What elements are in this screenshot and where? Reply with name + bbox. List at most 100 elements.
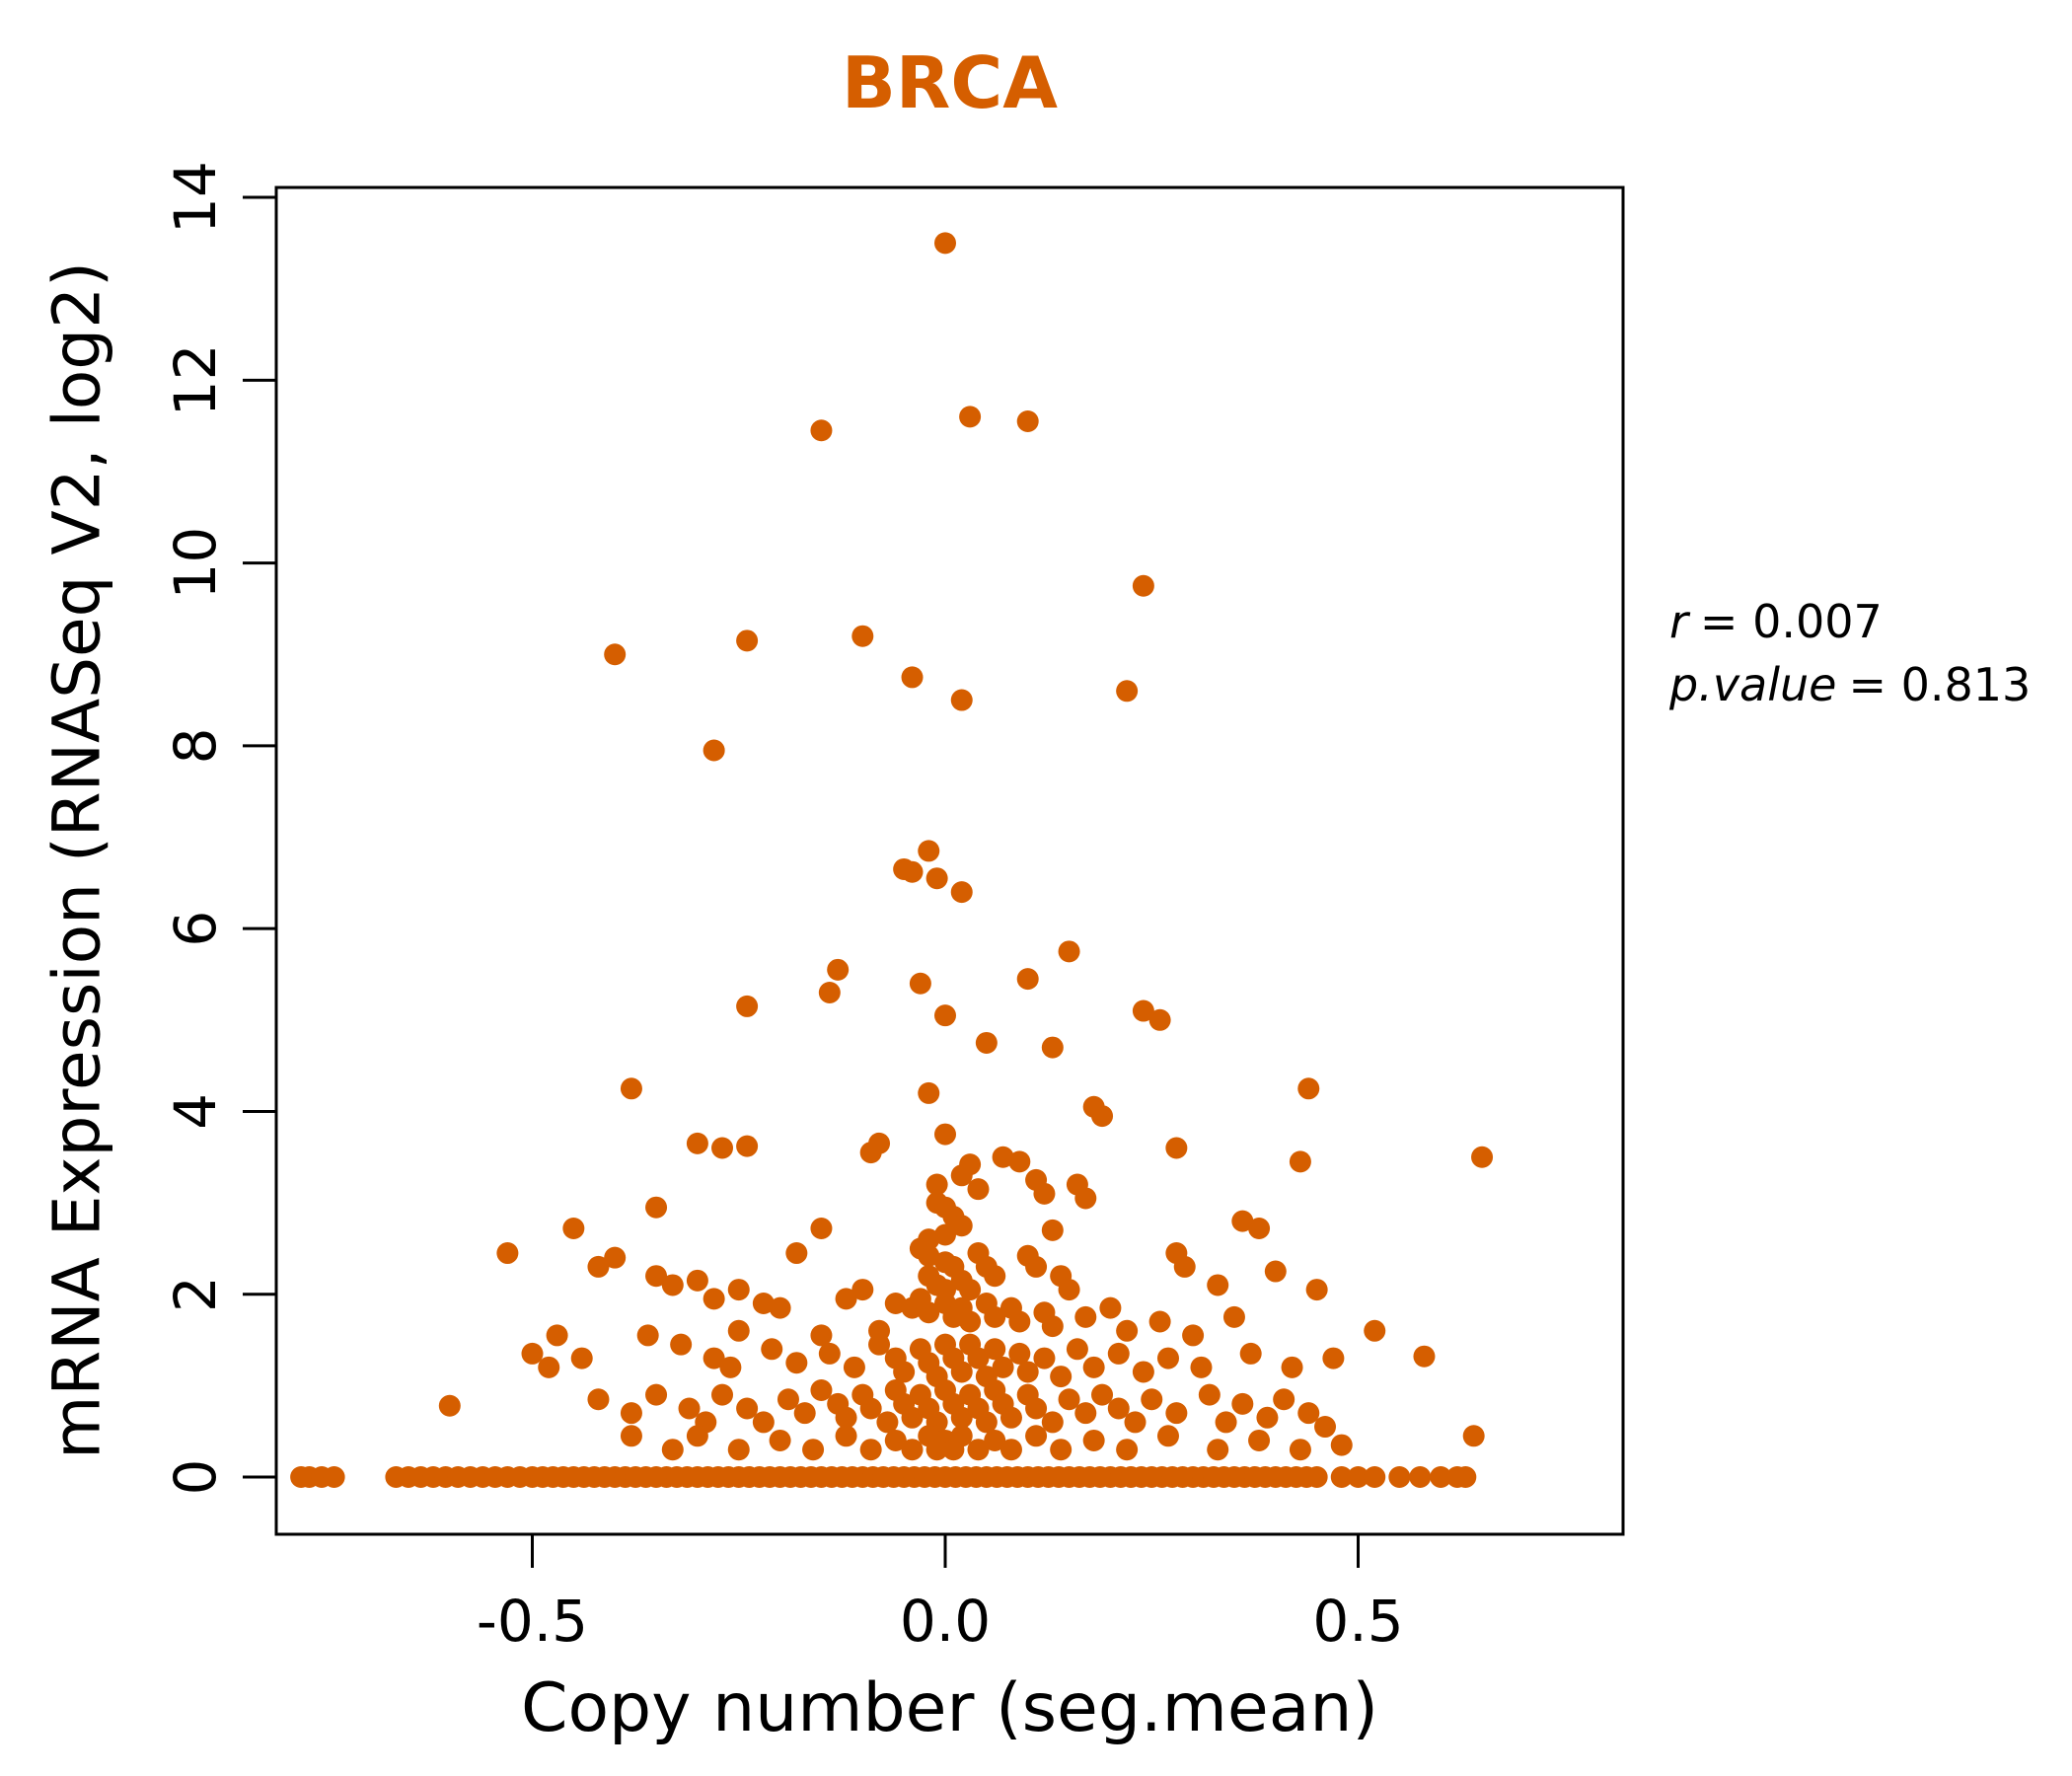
scatter-point <box>975 1411 998 1434</box>
scatter-point <box>1364 1466 1386 1488</box>
scatter-point <box>918 1301 940 1324</box>
x-tick-label: 0.0 <box>900 1588 991 1655</box>
y-tick-label: 8 <box>162 727 229 764</box>
scatter-point <box>1008 1150 1031 1173</box>
scatter-point <box>918 840 940 862</box>
scatter-point <box>678 1397 701 1420</box>
scatter-point <box>1058 940 1080 963</box>
scatter-point <box>950 881 973 904</box>
scatter-point <box>1190 1356 1213 1378</box>
annotation-r-value: = 0.007 <box>1699 595 1883 648</box>
scatter-point <box>785 1242 808 1265</box>
scatter-point <box>1182 1324 1205 1347</box>
scatter-point <box>1207 1274 1229 1296</box>
annotation-pvalue-symbol: p.value <box>1669 658 1837 711</box>
scatter-point <box>1409 1466 1432 1488</box>
scatter-point <box>901 666 924 689</box>
scatter-point <box>1314 1416 1337 1439</box>
scatter-point <box>1430 1466 1452 1488</box>
scatter-point <box>1074 1187 1097 1210</box>
scatter-point <box>1330 1466 1353 1488</box>
scatter-point <box>1173 1255 1196 1278</box>
scatter-point <box>438 1394 461 1417</box>
scatter-point <box>992 1356 1014 1378</box>
scatter-point <box>1033 1347 1056 1369</box>
scatter-point <box>1058 1279 1080 1301</box>
y-axis-label: mRNA Expression (RNASeq V2, log2) <box>38 261 115 1459</box>
scatter-point <box>1248 1218 1271 1240</box>
scatter-point <box>736 995 759 1017</box>
scatter-point <box>1107 1397 1130 1420</box>
scatter-point <box>1281 1356 1303 1378</box>
scatter-point <box>959 1279 982 1301</box>
scatter-point <box>868 1333 891 1356</box>
scatter-point <box>752 1411 775 1434</box>
scatter-point <box>1347 1466 1369 1488</box>
y-tick-label: 0 <box>162 1459 229 1496</box>
scatter-point <box>1124 1411 1147 1434</box>
scatter-point <box>918 1244 940 1267</box>
scatter-point <box>934 1223 956 1246</box>
scatter-point <box>1033 1182 1056 1205</box>
scatter-point <box>1297 1077 1320 1100</box>
scatter-point <box>661 1439 684 1461</box>
y-tick-label: 4 <box>162 1093 229 1130</box>
y-tick-label: 14 <box>162 161 229 234</box>
scatter-point <box>1016 1361 1039 1383</box>
scatter-point <box>1050 1439 1073 1461</box>
scatter-point <box>1248 1429 1271 1451</box>
y-tick-label: 10 <box>162 527 229 600</box>
scatter-point <box>893 1361 916 1383</box>
scatter-point <box>876 1411 899 1434</box>
scatter-point <box>984 1338 1006 1361</box>
scatter-point <box>1099 1296 1122 1319</box>
scatter-point <box>587 1388 610 1411</box>
scatter-point <box>810 1378 833 1401</box>
scatter-point <box>703 739 725 762</box>
scatter-point <box>636 1324 659 1347</box>
chart-title: BRCA <box>842 41 1058 124</box>
scatter-point <box>1198 1383 1221 1406</box>
scatter-point <box>1364 1319 1386 1342</box>
scatter-point <box>1215 1411 1237 1434</box>
scatter-point <box>909 972 931 995</box>
scatter-point <box>1141 1388 1163 1411</box>
scatter-point <box>1016 410 1039 433</box>
annotation-r-symbol: r <box>1669 595 1688 648</box>
scatter-point <box>1116 1319 1139 1342</box>
scatter-point <box>620 1425 642 1447</box>
scatter-point <box>1454 1466 1477 1488</box>
scatter-point <box>670 1333 693 1356</box>
scatter-point <box>901 1406 924 1429</box>
scatter-point <box>1297 1402 1320 1425</box>
scatter-point <box>1008 1342 1031 1365</box>
scatter-point <box>752 1292 775 1314</box>
scatter-point <box>859 1397 882 1420</box>
scatter-point <box>496 1242 519 1265</box>
scatter-point <box>992 1146 1014 1168</box>
scatter-point <box>802 1439 825 1461</box>
scatter-point <box>686 1425 708 1447</box>
annotation-line-r: r = 0.007 <box>1669 590 2031 653</box>
scatter-point <box>950 1164 973 1187</box>
scatter-point <box>1305 1466 1328 1488</box>
scatter-point <box>950 1406 973 1429</box>
scatter-point <box>538 1356 560 1378</box>
scatter-point <box>1082 1429 1105 1451</box>
scatter-point <box>1207 1439 1229 1461</box>
scatter-point <box>1041 1219 1064 1241</box>
scatter-point <box>777 1388 799 1411</box>
scatter-point <box>1116 1439 1139 1461</box>
plot-border <box>274 185 1625 1536</box>
scatter-point <box>1148 1310 1171 1333</box>
y-tick-label: 6 <box>162 911 229 947</box>
scatter-point <box>959 1310 982 1333</box>
scatter-point <box>810 1218 833 1240</box>
scatter-point <box>620 1402 642 1425</box>
scatter-point <box>604 643 627 666</box>
scatter-point <box>1231 1210 1254 1232</box>
annotation-line-pvalue: p.value = 0.813 <box>1669 653 2031 716</box>
y-tick-label: 12 <box>162 343 229 416</box>
scatter-point <box>1025 1255 1048 1278</box>
scatter-point <box>703 1347 725 1369</box>
